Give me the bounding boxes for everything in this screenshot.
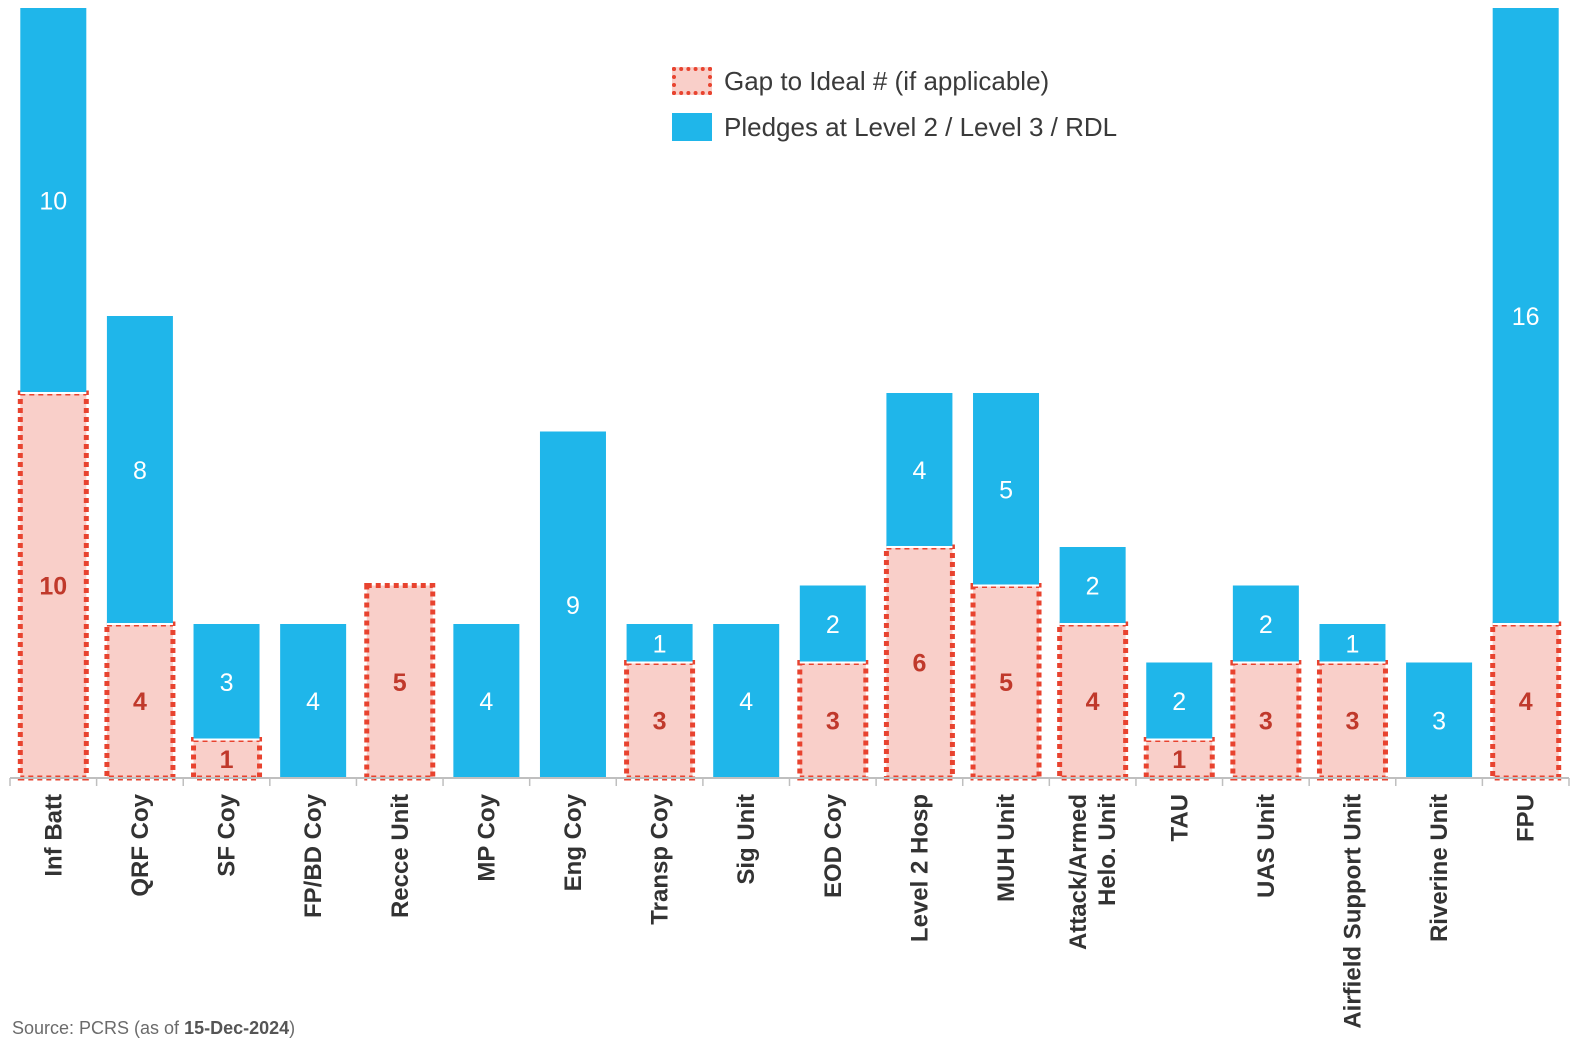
pledge-bar-fpu	[1492, 8, 1559, 624]
pledge-value-label-mp-coy: 4	[479, 688, 493, 716]
legend-item-gap: Gap to Ideal # (if applicable)	[672, 58, 1117, 104]
gap-bar-uas-unit	[1230, 660, 1302, 781]
gap-bar-airfield-support-unit	[1316, 660, 1388, 781]
pledge-value-label-attack-armed-helo-unit: 2	[1086, 573, 1100, 601]
pledge-bar-riverine-unit	[1406, 662, 1473, 778]
gap-value-label-inf-batt: 10	[39, 573, 67, 601]
source-prefix: Source: PCRS (as of	[12, 1018, 185, 1038]
pledge-bar-transp-coy	[626, 624, 693, 663]
x-tick-label-transp-coy: Transp Coy	[647, 793, 674, 924]
legend-label-pledges: Pledges at Level 2 / Level 3 / RDL	[724, 111, 1118, 142]
legend-swatch-pledges	[672, 113, 712, 141]
pledge-value-label-fpu: 16	[1512, 303, 1540, 331]
pledge-bar-sf-coy	[193, 624, 260, 740]
gap-value-label-recce-unit: 5	[393, 669, 407, 697]
pledge-value-label-riverine-unit: 3	[1432, 707, 1446, 735]
legend-swatch-gap	[672, 67, 712, 95]
gap-value-label-qrf-coy: 4	[133, 688, 147, 716]
pledge-value-label-eng-coy: 9	[566, 592, 580, 620]
x-tick-label-uas-unit: UAS Unit	[1253, 794, 1280, 898]
source-date: 15-Dec-2024	[184, 1018, 290, 1038]
x-tick-label-fp-bd-coy: FP/BD Coy	[300, 793, 327, 918]
pledge-bar-muh-unit	[973, 393, 1040, 586]
pledge-value-label-muh-unit: 5	[999, 476, 1013, 504]
pledge-bar-attack-armed-helo-unit	[1059, 547, 1126, 624]
gap-value-label-sf-coy: 1	[220, 746, 234, 774]
pledge-value-label-tau: 2	[1172, 688, 1186, 716]
gap-value-label-tau: 1	[1172, 746, 1186, 774]
x-tick-label-riverine-unit: Riverine Unit	[1426, 794, 1453, 942]
gap-value-label-attack-armed-helo-unit: 4	[1086, 688, 1100, 716]
gap-value-label-airfield-support-unit: 3	[1346, 707, 1360, 735]
pledge-bar-qrf-coy	[106, 316, 173, 624]
pledge-bar-sig-unit	[713, 624, 780, 778]
pledge-bar-level-2-hosp	[886, 393, 953, 547]
x-tick-label-mp-coy: MP Coy	[473, 793, 500, 881]
gap-value-label-eod-coy: 3	[826, 707, 840, 735]
pledge-value-label-qrf-coy: 8	[133, 457, 147, 485]
pledge-bar-tau	[1146, 662, 1213, 740]
pledge-value-label-fp-bd-coy: 4	[306, 688, 320, 716]
source-note: Source: PCRS (as of 15-Dec-2024)	[12, 1018, 295, 1039]
x-tick-label-tau: TAU	[1166, 794, 1193, 842]
gap-bar-level-2-hosp	[883, 544, 955, 781]
gap-bar-fpu	[1490, 621, 1562, 781]
x-tick-label-fpu: FPU	[1513, 794, 1540, 842]
pledge-value-label-inf-batt: 10	[39, 188, 67, 216]
pledge-value-label-airfield-support-unit: 1	[1346, 630, 1360, 658]
x-tick-label-inf-batt: Inf Batt	[40, 794, 67, 877]
x-tick-label-eod-coy: EOD Coy	[820, 793, 847, 898]
pledge-bar-inf-batt	[20, 8, 87, 393]
legend: Gap to Ideal # (if applicable) Pledges a…	[672, 58, 1117, 150]
gap-value-label-level-2-hosp: 6	[912, 650, 926, 678]
gap-bar-qrf-coy	[104, 621, 176, 781]
gap-bar-eod-coy	[797, 660, 869, 781]
x-tick-label-muh-unit: MUH Unit	[993, 794, 1020, 902]
pledge-value-label-sf-coy: 3	[220, 669, 234, 697]
pledge-bar-eod-coy	[799, 585, 866, 663]
pledge-value-label-sig-unit: 4	[739, 688, 753, 716]
gap-bar-transp-coy	[624, 660, 696, 781]
legend-label-gap: Gap to Ideal # (if applicable)	[724, 65, 1050, 96]
pledge-value-label-uas-unit: 2	[1259, 611, 1273, 639]
source-suffix: )	[289, 1018, 296, 1038]
x-tick-label-sig-unit: Sig Unit	[733, 794, 760, 885]
x-tick-label-recce-unit: Recce Unit	[387, 794, 414, 918]
x-tick-label-sf-coy: SF Coy	[214, 793, 241, 876]
gap-value-label-muh-unit: 5	[999, 669, 1013, 697]
pledge-bar-uas-unit	[1232, 585, 1299, 663]
gap-bar-inf-batt	[17, 390, 89, 781]
pledge-bar-eng-coy	[539, 431, 606, 778]
legend-item-pledges: Pledges at Level 2 / Level 3 / RDL	[672, 104, 1117, 150]
gap-value-label-transp-coy: 3	[653, 707, 667, 735]
x-tick-label-level-2-hosp: Level 2 Hosp	[906, 794, 933, 942]
x-tick-label-qrf-coy: QRF Coy	[127, 793, 154, 896]
x-tick-label-eng-coy: Eng Coy	[560, 793, 587, 891]
pledge-bar-airfield-support-unit	[1319, 624, 1386, 663]
pledge-bar-mp-coy	[453, 624, 520, 778]
pledge-value-label-eod-coy: 2	[826, 611, 840, 639]
gap-value-label-uas-unit: 3	[1259, 707, 1273, 735]
pledge-value-label-transp-coy: 1	[653, 630, 667, 658]
gap-value-label-fpu: 4	[1519, 688, 1533, 716]
pledge-value-label-level-2-hosp: 4	[912, 457, 926, 485]
x-tick-label-attack-armed-helo-unit: Attack/ArmedHelo. Unit	[1065, 794, 1121, 950]
pledge-bar-fp-bd-coy	[280, 624, 347, 778]
x-tick-label-airfield-support-unit: Airfield Support Unit	[1339, 794, 1366, 1029]
